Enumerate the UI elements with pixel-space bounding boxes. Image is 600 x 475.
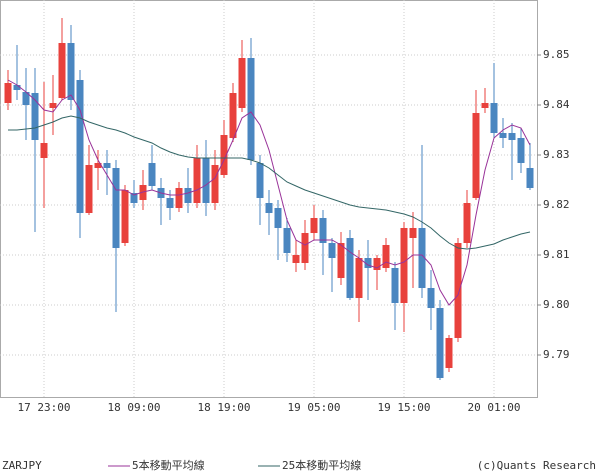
candle-body: [238, 58, 246, 108]
candle-body: [265, 203, 273, 213]
candle-body: [337, 243, 345, 278]
candle-body: [112, 168, 120, 248]
candle-body: [229, 93, 237, 138]
candle-body: [211, 165, 219, 203]
x-tick-label: 18 19:00: [198, 401, 251, 414]
candle-body: [355, 258, 363, 298]
x-tick-label: 17 23:00: [18, 401, 71, 414]
candle-body: [184, 188, 192, 203]
y-tick-label: 9.84: [543, 98, 570, 111]
moving-average: [7, 79, 531, 306]
x-tick-label: 19 15:00: [378, 401, 431, 414]
x-tick-label: 18 09:00: [108, 401, 161, 414]
candle-body: [400, 228, 408, 303]
legend-label: 5本移動平均線: [132, 458, 205, 472]
candle-body: [499, 133, 507, 138]
y-tick-label: 9.85: [543, 48, 570, 61]
candle-body: [301, 233, 309, 263]
candle-body: [85, 165, 93, 213]
candle-body: [346, 238, 354, 298]
candle-body: [175, 188, 183, 208]
candle-body: [283, 228, 291, 253]
candle-body: [292, 255, 300, 263]
candle-body: [409, 228, 417, 238]
candle-body: [256, 163, 264, 198]
x-tick-label: 19 05:00: [288, 401, 341, 414]
candle-body: [517, 138, 525, 163]
y-tick-label: 9.83: [543, 148, 570, 161]
candle-body: [49, 103, 57, 108]
candle-body: [373, 258, 381, 270]
candle-body: [130, 193, 138, 203]
candle-body: [481, 103, 489, 108]
candle-body: [67, 43, 75, 100]
moving-average: [8, 115, 531, 250]
candle-body: [193, 158, 201, 203]
candle-body: [4, 83, 12, 103]
candle-body: [274, 208, 282, 228]
candle-body: [166, 198, 174, 208]
candle-body: [445, 338, 453, 368]
y-tick-label: 9.79: [543, 348, 570, 361]
candle-body: [121, 190, 129, 243]
x-tick-label: 20 01:00: [468, 401, 521, 414]
candle-body: [94, 163, 102, 168]
candle-body: [148, 163, 156, 186]
y-tick-label: 9.81: [543, 248, 570, 261]
candle-body: [220, 135, 228, 175]
candle-body: [364, 258, 372, 268]
candle-body: [463, 203, 471, 243]
candle-body: [247, 58, 255, 160]
candle-body: [328, 243, 336, 258]
y-tick-label: 9.82: [543, 198, 570, 211]
credit: (c)Quants Research: [477, 459, 596, 472]
candle-body: [319, 218, 327, 243]
candle-body: [76, 80, 84, 213]
candle-body: [58, 43, 66, 98]
candle-body: [31, 93, 39, 140]
candle-body: [472, 113, 480, 198]
legend-label: 25本移動平均線: [282, 458, 361, 472]
candle-body: [40, 143, 48, 158]
candle-body: [526, 168, 534, 188]
candle-body: [436, 308, 444, 378]
candle-body: [103, 163, 111, 168]
candle-body: [22, 92, 30, 105]
candle-body: [13, 85, 21, 90]
candle-body: [490, 103, 498, 133]
symbol: ZARJPY: [2, 459, 42, 472]
candle-body: [202, 158, 210, 203]
candle-body: [382, 245, 390, 268]
candle-body: [418, 228, 426, 288]
y-tick-label: 9.80: [543, 298, 570, 311]
candle-body: [310, 218, 318, 233]
candle-body: [508, 133, 516, 140]
candle-body: [427, 288, 435, 308]
candle-body: [454, 243, 462, 338]
candle-body: [391, 268, 399, 303]
